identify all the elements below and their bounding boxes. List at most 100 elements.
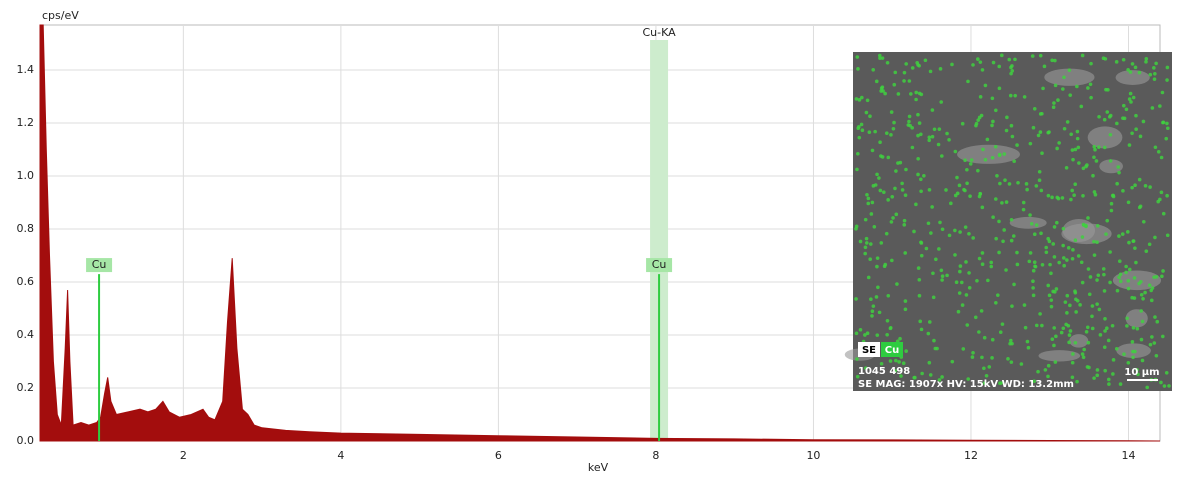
cu-dot bbox=[916, 157, 920, 161]
cu-dot bbox=[993, 144, 998, 149]
bright-feature bbox=[1044, 68, 1095, 86]
cu-dot bbox=[1053, 360, 1058, 364]
cu-dot bbox=[1009, 338, 1013, 343]
cu-dot bbox=[879, 154, 883, 158]
cu-dot bbox=[865, 331, 870, 336]
cu-dot bbox=[940, 154, 944, 158]
cu-dot bbox=[910, 145, 915, 150]
cu-dot bbox=[959, 280, 964, 285]
cu-dot bbox=[997, 153, 1002, 158]
cu-dot bbox=[983, 83, 988, 88]
cu-dot bbox=[1150, 106, 1155, 110]
cu-dot bbox=[869, 212, 874, 216]
cu-dot bbox=[926, 221, 931, 226]
cu-dot bbox=[1106, 88, 1110, 92]
cu-dot bbox=[1004, 268, 1008, 272]
bright-feature bbox=[1099, 159, 1123, 174]
cu-dot bbox=[947, 137, 951, 142]
cu-dot bbox=[1124, 270, 1128, 275]
cu-dot bbox=[993, 197, 998, 201]
cu-dot bbox=[858, 239, 863, 244]
cu-dot bbox=[932, 338, 936, 343]
cu-dot bbox=[857, 125, 861, 129]
cu-dot bbox=[1055, 146, 1059, 151]
cu-dot bbox=[975, 278, 979, 283]
cu-dot bbox=[978, 60, 983, 64]
cu-dot bbox=[1143, 290, 1147, 295]
cu-dot bbox=[981, 147, 985, 152]
cu-dot bbox=[912, 375, 916, 380]
cu-dot bbox=[1152, 341, 1157, 345]
cu-dot bbox=[1097, 307, 1102, 312]
cu-dot bbox=[1103, 329, 1107, 333]
cu-dot bbox=[927, 138, 932, 143]
cu-dot bbox=[1114, 60, 1119, 64]
cu-dot bbox=[1004, 200, 1009, 204]
cu-dot bbox=[937, 247, 941, 251]
cu-dot bbox=[1127, 240, 1131, 245]
cu-dot bbox=[894, 212, 899, 217]
cu-dot bbox=[1086, 216, 1090, 220]
y-tick-label: 1.4 bbox=[17, 63, 35, 76]
x-tick-label: 10 bbox=[806, 449, 820, 462]
cu-dot bbox=[989, 264, 994, 269]
cu-dot bbox=[1068, 303, 1072, 308]
cu-dot bbox=[919, 132, 923, 137]
cu-dot bbox=[1148, 72, 1153, 77]
cu-dot bbox=[871, 67, 876, 72]
cu-dot bbox=[870, 309, 875, 314]
cu-dot bbox=[1138, 204, 1143, 209]
cu-dot bbox=[1038, 130, 1043, 134]
cu-dot bbox=[1069, 197, 1073, 202]
cu-dot bbox=[1092, 239, 1096, 244]
cu-dot bbox=[1128, 91, 1133, 96]
cu-dot bbox=[1030, 54, 1035, 58]
cu-dot bbox=[1051, 289, 1055, 294]
cu-dot bbox=[970, 355, 975, 359]
cu-dot bbox=[890, 258, 894, 263]
cu-dot bbox=[1007, 182, 1012, 186]
cu-dot bbox=[1052, 326, 1057, 330]
cu-dot bbox=[962, 187, 966, 192]
cu-dot bbox=[949, 201, 953, 206]
cu-dot bbox=[1010, 304, 1014, 308]
cu-dot bbox=[899, 374, 903, 378]
cu-dot bbox=[1054, 287, 1059, 291]
y-tick-label: 0.8 bbox=[17, 222, 35, 235]
cu-dot bbox=[980, 251, 985, 255]
cu-dot bbox=[1109, 201, 1114, 206]
cu-dot bbox=[917, 293, 922, 298]
cu-dot bbox=[1056, 98, 1060, 102]
cu-dot bbox=[860, 95, 864, 100]
cu-dot bbox=[1153, 315, 1157, 319]
cu-dot bbox=[892, 120, 896, 125]
cu-dot bbox=[875, 256, 880, 260]
cu-dot bbox=[1052, 255, 1057, 259]
cu-dot bbox=[877, 176, 881, 180]
cu-dot bbox=[937, 378, 942, 382]
cu-dot bbox=[1121, 103, 1126, 108]
cu-dot bbox=[1122, 352, 1126, 357]
cu-dot bbox=[938, 67, 943, 71]
cu-dot bbox=[894, 169, 898, 173]
cu-dot bbox=[926, 331, 931, 336]
cu-dot bbox=[891, 216, 895, 220]
cu-dot bbox=[879, 361, 884, 366]
cu-dot bbox=[1101, 267, 1106, 271]
x-tick-label: 6 bbox=[495, 449, 502, 462]
cu-dot bbox=[868, 242, 873, 246]
cu-dot bbox=[1024, 182, 1029, 186]
cu-dot bbox=[1037, 169, 1042, 174]
cu-dot bbox=[1052, 343, 1056, 348]
cu-dot bbox=[1118, 279, 1123, 284]
cu-dot bbox=[864, 366, 868, 370]
cu-dot bbox=[1091, 173, 1095, 178]
cu-dot bbox=[865, 98, 870, 103]
cu-dot bbox=[1108, 250, 1112, 254]
cu-dot bbox=[996, 293, 1000, 297]
cu-dot bbox=[893, 186, 897, 191]
cu-dot bbox=[1031, 268, 1036, 273]
element-tag bbox=[646, 258, 673, 273]
cu-dot bbox=[1153, 72, 1157, 76]
cu-dot bbox=[1015, 262, 1020, 267]
